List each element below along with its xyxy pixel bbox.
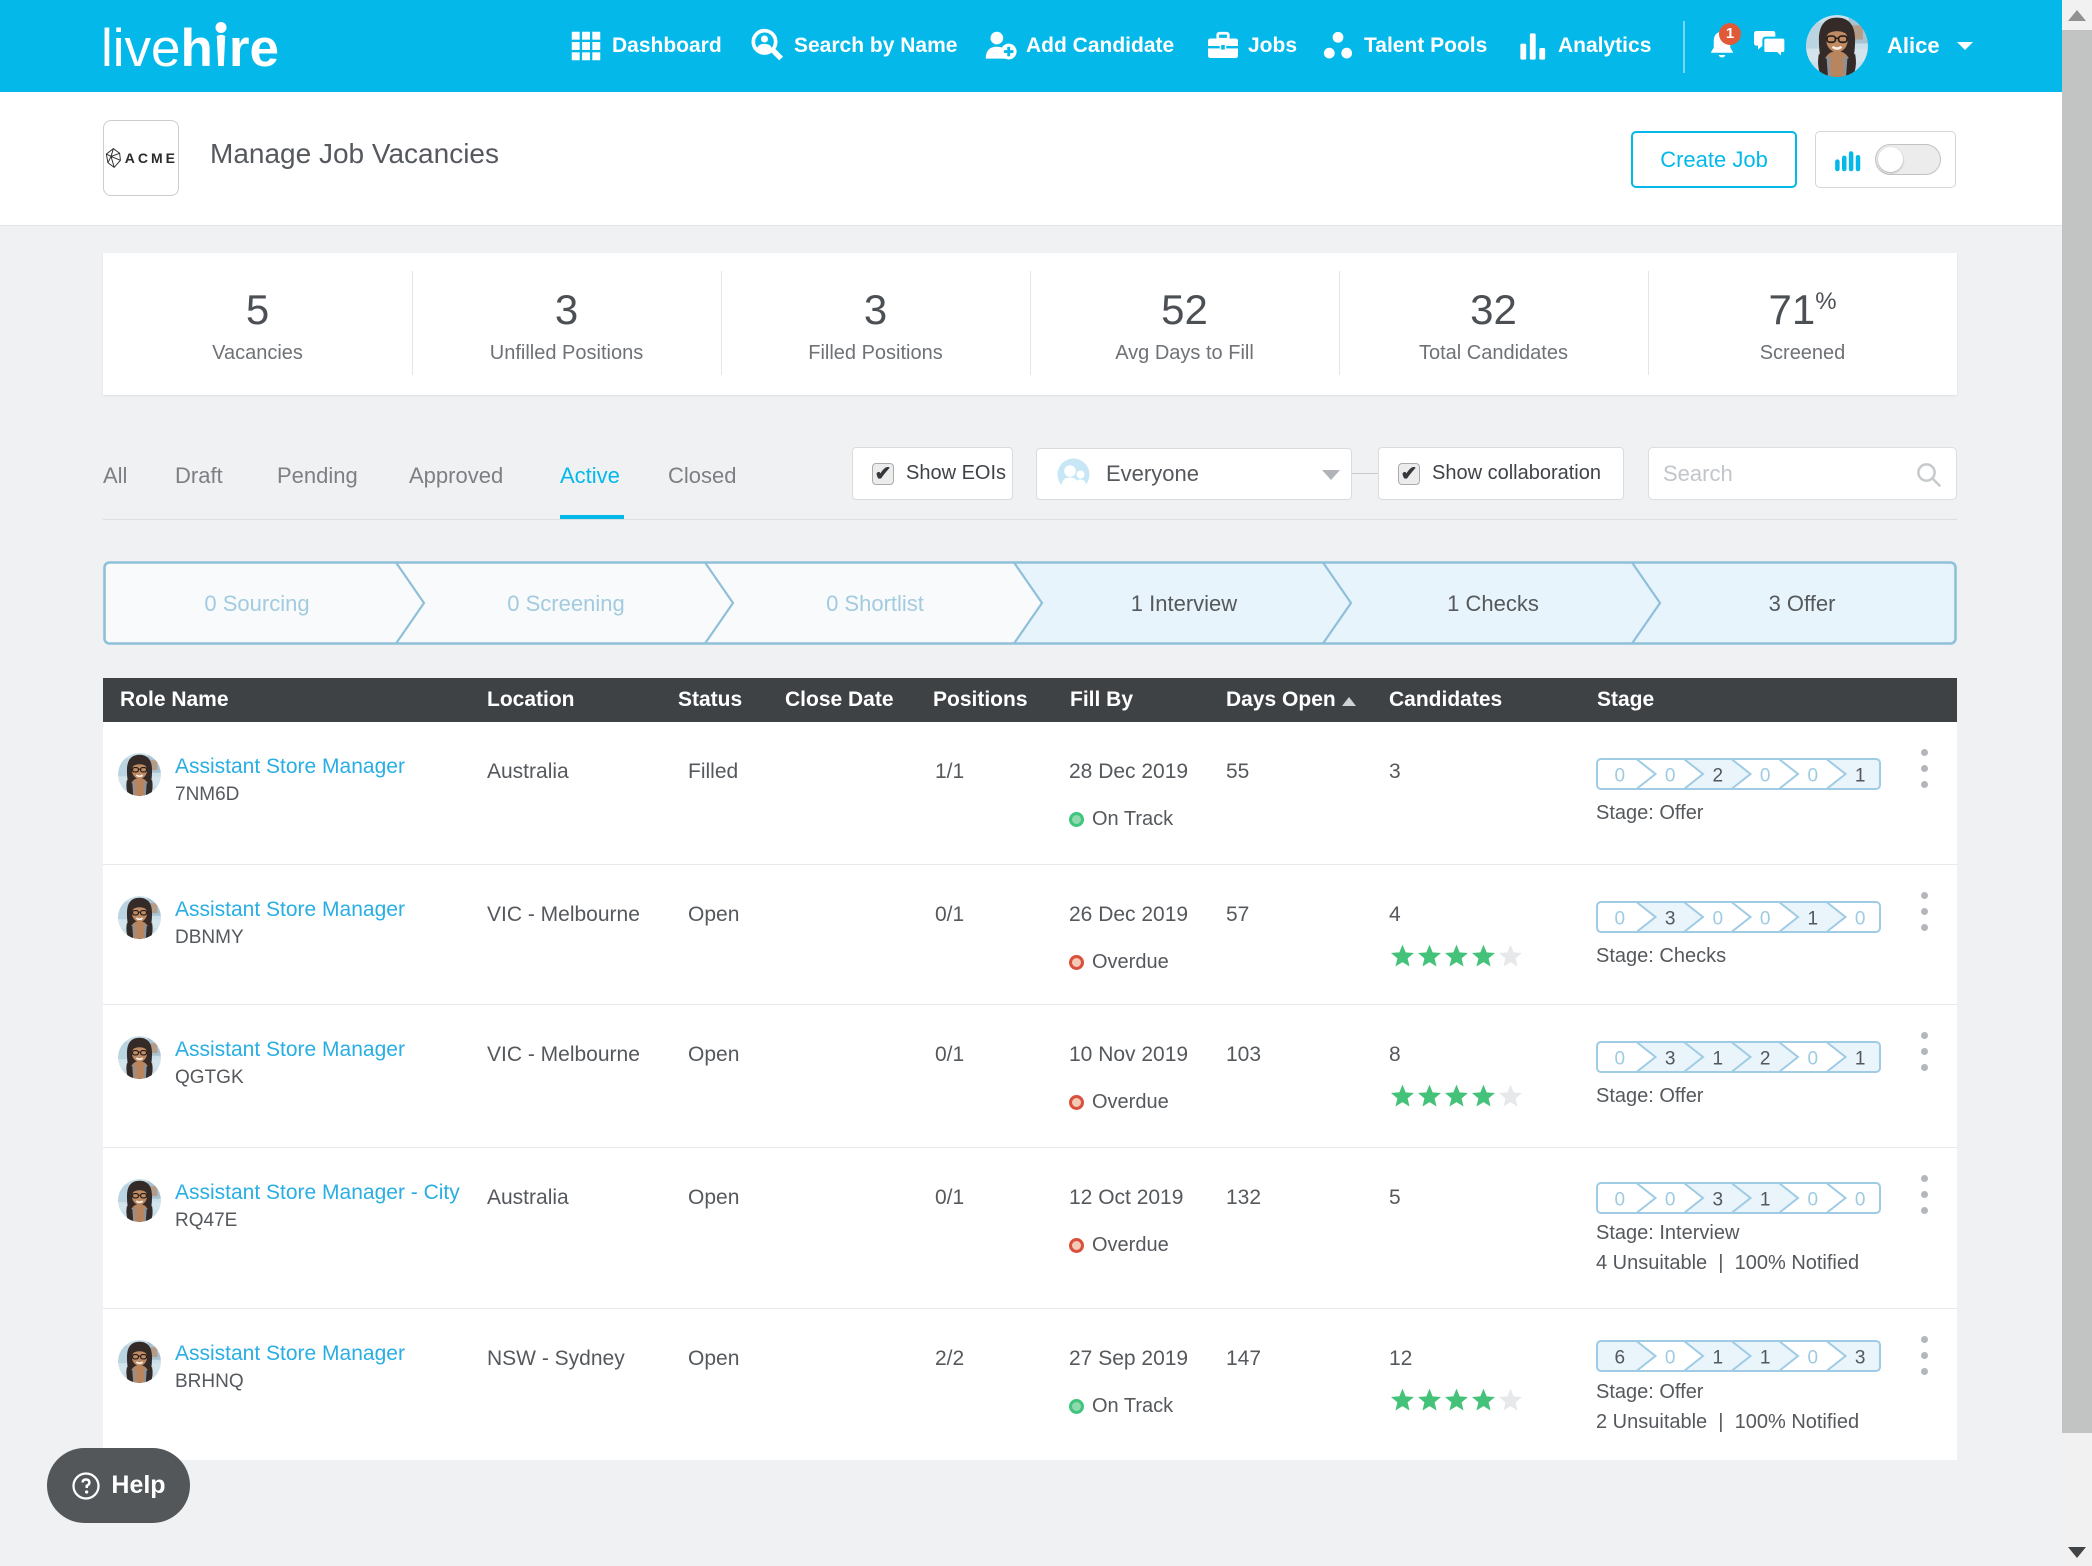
svg-text:1: 1 — [1855, 766, 1866, 787]
svg-text:2: 2 — [1713, 766, 1724, 787]
svg-text:0: 0 — [1855, 909, 1866, 930]
svg-text:0: 0 — [1808, 766, 1819, 787]
svg-text:1: 1 — [1760, 1190, 1771, 1211]
svg-text:0: 0 — [1808, 1348, 1819, 1369]
svg-text:0 Screening: 0 Screening — [507, 591, 624, 616]
svg-text:3: 3 — [1855, 1348, 1866, 1369]
svg-text:1: 1 — [1713, 1049, 1724, 1070]
svg-text:0: 0 — [1855, 1190, 1866, 1211]
svg-text:3: 3 — [1665, 1049, 1676, 1070]
svg-text:3: 3 — [1665, 909, 1676, 930]
svg-text:0: 0 — [1615, 1190, 1626, 1211]
svg-text:0 Sourcing: 0 Sourcing — [204, 591, 309, 616]
svg-text:1: 1 — [1760, 1348, 1771, 1369]
svg-text:0: 0 — [1615, 1049, 1626, 1070]
svg-text:0: 0 — [1665, 766, 1676, 787]
svg-text:0: 0 — [1808, 1049, 1819, 1070]
svg-text:1 Interview: 1 Interview — [1131, 591, 1237, 616]
svg-text:0: 0 — [1665, 1348, 1676, 1369]
svg-text:1: 1 — [1855, 1049, 1866, 1070]
svg-text:3 Offer: 3 Offer — [1769, 591, 1836, 616]
svg-text:0: 0 — [1760, 909, 1771, 930]
svg-text:1: 1 — [1808, 909, 1819, 930]
svg-text:2: 2 — [1760, 1049, 1771, 1070]
svg-text:3: 3 — [1713, 1190, 1724, 1211]
svg-text:6: 6 — [1615, 1348, 1626, 1369]
svg-text:0: 0 — [1615, 766, 1626, 787]
svg-text:0: 0 — [1760, 766, 1771, 787]
svg-text:0: 0 — [1665, 1190, 1676, 1211]
svg-text:1: 1 — [1713, 1348, 1724, 1369]
svg-text:0 Shortlist: 0 Shortlist — [826, 591, 924, 616]
svg-text:0: 0 — [1615, 909, 1626, 930]
svg-text:1 Checks: 1 Checks — [1447, 591, 1539, 616]
svg-text:0: 0 — [1808, 1190, 1819, 1211]
svg-text:0: 0 — [1713, 909, 1724, 930]
